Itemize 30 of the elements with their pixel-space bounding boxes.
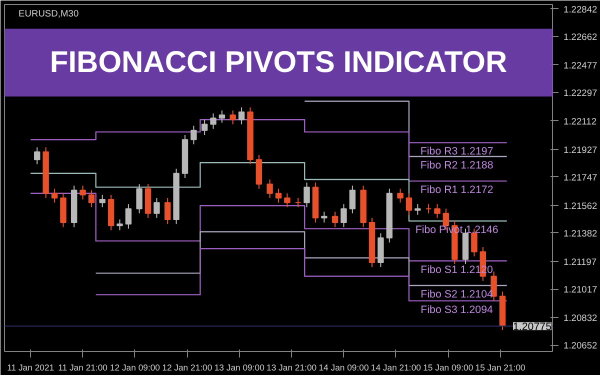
y-tick-label: 1.21747 (564, 172, 598, 182)
x-tick-label: 11 Jan 21:00 (58, 362, 108, 372)
annotation: Fibo S3 1.2094 (420, 304, 494, 316)
y-tick-label: 1.20832 (564, 312, 598, 323)
x-tick-label: 13 Jan 21:00 (266, 362, 317, 372)
annotation: Fibo R1 1.2172 (420, 184, 494, 196)
y-tick-label: 1.21927 (564, 144, 598, 155)
annotation: Fibo S2 1.2104 (420, 288, 494, 300)
y-tick-label: 1.22112 (564, 116, 597, 126)
annotation: EURUSD,M30 (18, 8, 79, 18)
y-tick-label: 1.21017 (564, 284, 598, 295)
y-tick-label: 1.22842 (564, 4, 598, 14)
x-tick-label: 14 Jan 09:00 (318, 362, 369, 372)
x-tick-label: 14 Jan 21:00 (370, 362, 422, 372)
y-tick-label: 1.22477 (564, 60, 598, 70)
y-tick-label: 1.22297 (564, 88, 598, 98)
x-tick-label: 15 Jan 09:00 (423, 362, 474, 372)
y-tick-label: 1.21382 (564, 228, 598, 238)
y-tick-label: 1.20652 (564, 340, 598, 351)
x-tick-label: 12 Jan 09:00 (110, 362, 160, 372)
text: FIBONACCI PIVOTS INDICATOR (50, 46, 508, 80)
x-tick-label: 13 Jan 09:00 (214, 362, 265, 372)
y-tick-label: 1.21562 (564, 200, 598, 211)
y-tick-label: 1.22662 (564, 32, 598, 42)
y-tick-label: 1.21197 (564, 256, 597, 267)
x-tick-label: 11 Jan 2021 (7, 362, 54, 372)
x-tick-label: 12 Jan 21:00 (162, 362, 212, 372)
annotation: Fibo R3 1.2197 (420, 146, 494, 158)
x-tick-label: 15 Jan 21:00 (475, 362, 526, 372)
annotation: Fibo R2 1.2188 (420, 160, 494, 172)
